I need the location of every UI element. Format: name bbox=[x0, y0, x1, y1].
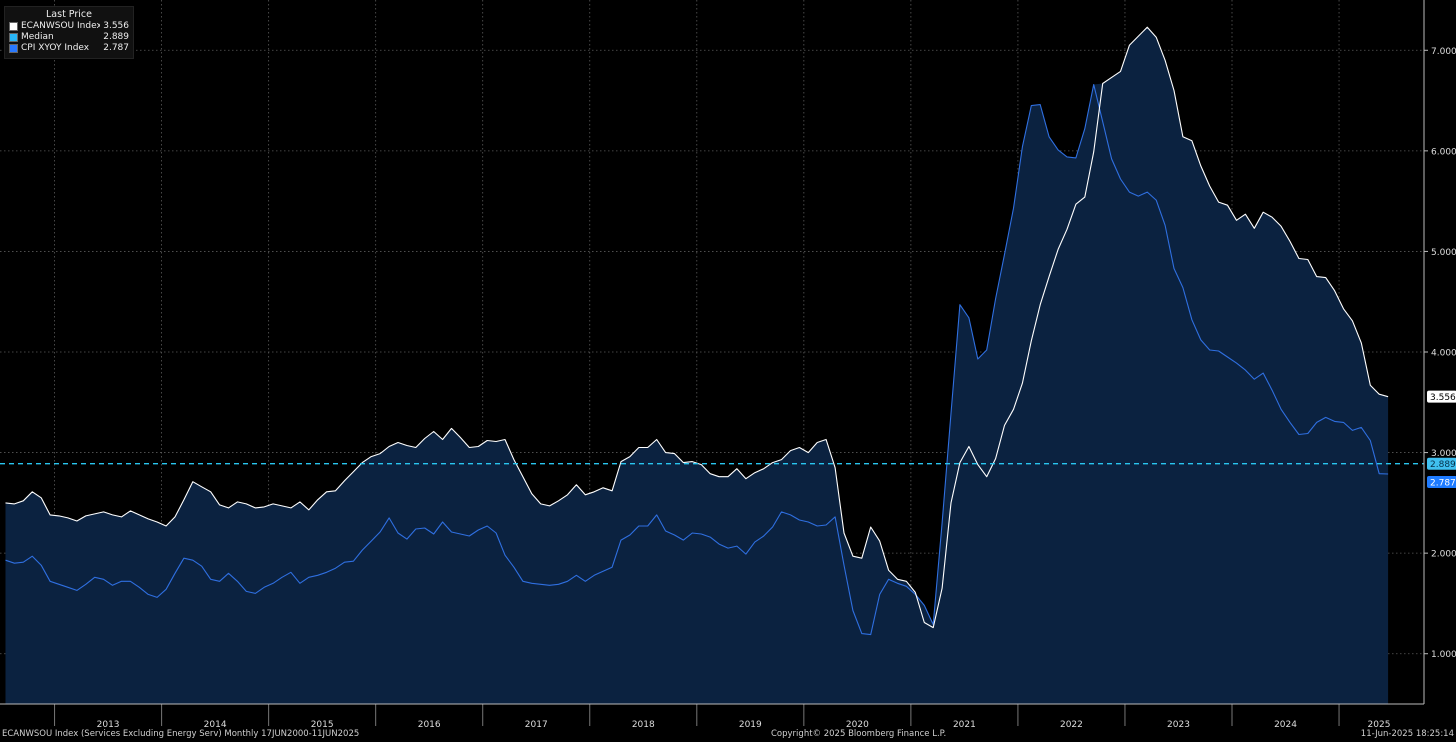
legend-swatch-cpi bbox=[9, 44, 18, 53]
last-value-badge-cpi: 2.787 bbox=[1430, 478, 1456, 488]
legend-item-cpi: CPI XYOY Index 2.787 bbox=[9, 43, 129, 54]
x-tick-label: 2020 bbox=[846, 720, 869, 730]
last-value-badges: 3.556 2.889 2.787 bbox=[1427, 390, 1456, 488]
y-tick-label: 4.000 bbox=[1431, 349, 1456, 359]
chart-series-lines bbox=[0, 26, 1424, 636]
x-tick-label: 2014 bbox=[204, 720, 227, 730]
legend-item-services: ECANWSOU Index 3.556 bbox=[9, 21, 129, 32]
legend-item-value: 2.787 bbox=[103, 43, 129, 53]
chart-area-fills bbox=[5, 27, 1389, 704]
footer-copyright: Copyright© 2025 Bloomberg Finance L.P. bbox=[771, 729, 947, 739]
last-value-badge-services: 3.556 bbox=[1430, 393, 1456, 403]
legend-box: Last Price ECANWSOU Index 3.556 Median 2… bbox=[4, 6, 134, 59]
footer-timestamp: 11-Jun-2025 18:25:14 bbox=[1360, 729, 1454, 739]
x-tick-label: 2024 bbox=[1274, 720, 1297, 730]
last-value-badge-median: 2.889 bbox=[1430, 460, 1456, 470]
last-value-badge-median-bg bbox=[1427, 457, 1456, 470]
x-tick-label: 2015 bbox=[311, 720, 334, 730]
x-tick-label: 2025 bbox=[1368, 720, 1391, 730]
legend-item-value: 3.556 bbox=[103, 21, 129, 31]
x-tick-label: 2019 bbox=[739, 720, 762, 730]
chart-grid bbox=[0, 0, 1424, 704]
legend-swatch-median bbox=[9, 33, 18, 42]
x-tick-label: 2023 bbox=[1167, 720, 1190, 730]
x-tick-label: 2022 bbox=[1060, 720, 1083, 730]
legend-item-value: 2.889 bbox=[103, 32, 129, 42]
x-tick-label: 2018 bbox=[632, 720, 655, 730]
footer-source: ECANWSOU Index (Services Excluding Energ… bbox=[2, 729, 360, 739]
area-fill bbox=[5, 27, 1389, 704]
y-tick-label: 2.000 bbox=[1431, 550, 1456, 560]
legend-item-name: ECANWSOU Index bbox=[21, 21, 101, 31]
y-tick-label: 1.000 bbox=[1431, 650, 1456, 660]
legend-item-median: Median 2.889 bbox=[9, 32, 129, 43]
x-tick-label: 2016 bbox=[418, 720, 441, 730]
legend-title: Last Price bbox=[46, 9, 92, 20]
legend-item-name: CPI XYOY Index bbox=[21, 43, 90, 53]
y-tick-label: 7.000 bbox=[1431, 47, 1456, 57]
last-value-badge-cpi-bg bbox=[1427, 475, 1456, 488]
y-tick-label: 5.000 bbox=[1431, 248, 1456, 258]
x-tick-label: 2021 bbox=[953, 720, 976, 730]
x-tick-label: 2013 bbox=[97, 720, 120, 730]
last-value-badge-services-bg bbox=[1427, 390, 1456, 403]
series-line-cpi bbox=[5, 83, 1389, 636]
y-tick-label: 3.000 bbox=[1431, 449, 1456, 459]
legend-item-name: Median bbox=[21, 32, 54, 42]
y-tick-label: 6.000 bbox=[1431, 147, 1456, 157]
legend-swatch-services bbox=[9, 22, 18, 31]
x-tick-label: 2017 bbox=[525, 720, 548, 730]
